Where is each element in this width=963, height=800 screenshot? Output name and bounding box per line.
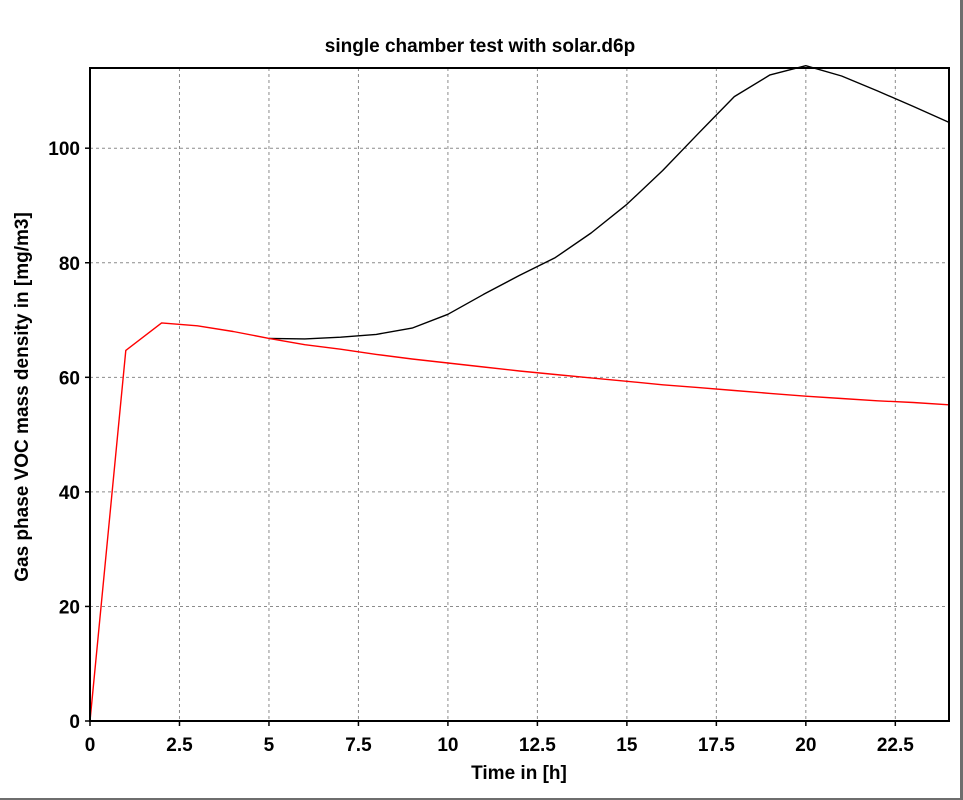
- y-tick-label: 80: [59, 254, 80, 275]
- x-tick-label: 0: [85, 735, 96, 756]
- series-line-red: [89, 322, 950, 722]
- x-axis-label: Time in [h]: [471, 763, 567, 784]
- tick-layer: 0 2.5 5 7.5 10 12.5 15 17.5 20 22.5 0 20 40 60 80 100: [48, 139, 914, 756]
- x-tick-label: 15: [616, 735, 638, 756]
- x-tick-label: 5: [264, 735, 275, 756]
- x-tick-label: 2.5: [166, 735, 193, 756]
- series-layer: [89, 64, 950, 722]
- x-tick-label: 7.5: [345, 735, 372, 756]
- y-tick-label: 20: [59, 597, 80, 618]
- y-tick-label: 60: [59, 368, 80, 389]
- x-tick-label: 22.5: [877, 735, 914, 756]
- series-line-black: [268, 64, 950, 340]
- grid-layer: [90, 68, 949, 721]
- y-axis-label: Gas phase VOC mass density in [mg/m3]: [12, 212, 33, 582]
- x-tick-label: 17.5: [698, 735, 735, 756]
- plot-frame: [89, 67, 950, 722]
- window-border-bottom: [0, 798, 963, 800]
- y-tick-label: 40: [59, 483, 80, 504]
- x-tick-label: 12.5: [519, 735, 556, 756]
- x-tick-label: 20: [795, 735, 816, 756]
- window-border-right: [960, 0, 963, 800]
- y-tick-label: 0: [69, 712, 80, 733]
- y-tick-label: 100: [48, 139, 80, 160]
- chart-title: single chamber test with solar.d6p: [325, 36, 635, 57]
- x-tick-label: 10: [437, 735, 458, 756]
